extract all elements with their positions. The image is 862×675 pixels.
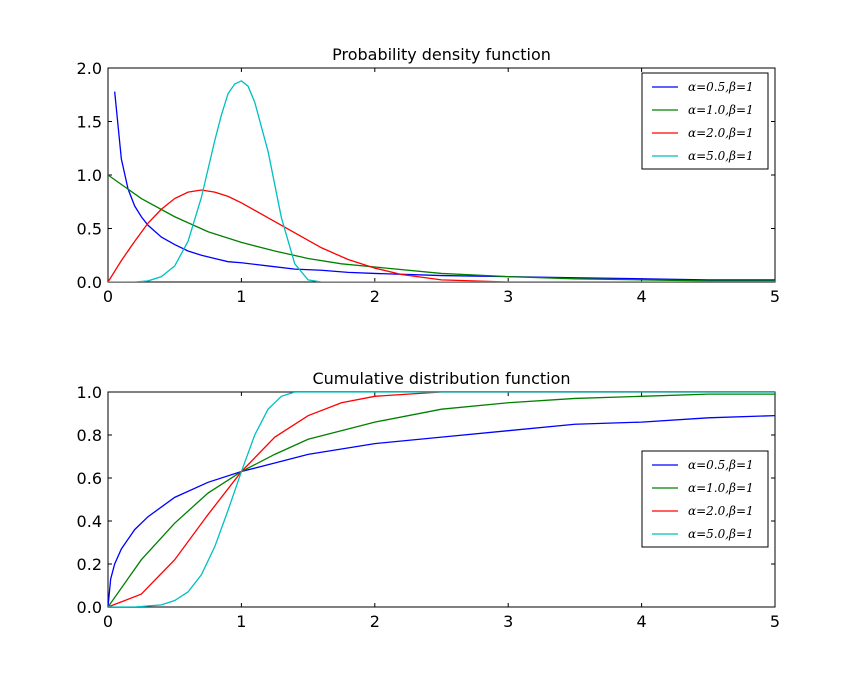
y-tick-label: 0.8 [77,426,102,445]
legend: α=0.5,β=1 α=1.0,β=1 α=2.0,β=1 α=5.0,β=1 [641,72,769,170]
legend-box [641,450,769,548]
y-tick-label: 0.4 [77,512,102,531]
x-tick-label: 2 [370,612,380,631]
y-tick-label: 0.2 [77,555,102,574]
y-tick-label: 1.0 [77,166,102,185]
x-tick-label: 1 [236,612,246,631]
x-tick-label: 0 [103,287,113,306]
y-tick-label: 0.5 [77,220,102,239]
legend-label-0: α=0.5,β=1 [688,80,754,94]
series-line-1 [108,174,775,282]
legend-label-2: α=2.0,β=1 [688,126,754,140]
series-line-1 [108,393,775,607]
y-tick-label: 1.0 [77,383,102,402]
y-tick-label: 0.0 [77,598,102,617]
legend-label-3: α=5.0,β=1 [688,527,754,541]
x-tick-label: 4 [637,287,647,306]
chart-title: Cumulative distribution function [312,369,570,388]
x-tick-label: 3 [503,612,513,631]
chart-panel-1: Cumulative distribution function 0 1 2 3 4 5 0.… [77,369,781,631]
legend-label-3: α=5.0,β=1 [688,149,754,163]
chart-title: Probability density function [332,45,551,64]
x-tick-label: 5 [770,612,780,631]
series-line-3 [108,392,775,607]
legend-label-2: α=2.0,β=1 [688,504,754,518]
series-line-3 [108,80,775,282]
x-tick-label: 1 [236,287,246,306]
y-tick-label: 2.0 [77,59,102,78]
x-tick-label: 3 [503,287,513,306]
y-tick-label: 0.6 [77,469,102,488]
legend-label-0: α=0.5,β=1 [688,458,754,472]
legend: α=0.5,β=1 α=1.0,β=1 α=2.0,β=1 α=5.0,β=1 [641,450,769,548]
y-tick-label: 1.5 [77,113,102,132]
x-tick-label: 4 [637,612,647,631]
series-line-0 [108,415,775,607]
series-line-2 [108,189,775,282]
x-tick-label: 0 [103,612,113,631]
legend-label-1: α=1.0,β=1 [688,103,754,117]
x-tick-label: 2 [370,287,380,306]
y-tick-label: 0.0 [77,273,102,292]
x-tick-label: 5 [770,287,780,306]
chart-panel-0: Probability density function 0 1 2 3 4 5 0.0 0.5… [77,45,781,306]
legend-label-1: α=1.0,β=1 [688,481,754,495]
series-line-2 [108,392,775,607]
legend-box [641,72,769,170]
